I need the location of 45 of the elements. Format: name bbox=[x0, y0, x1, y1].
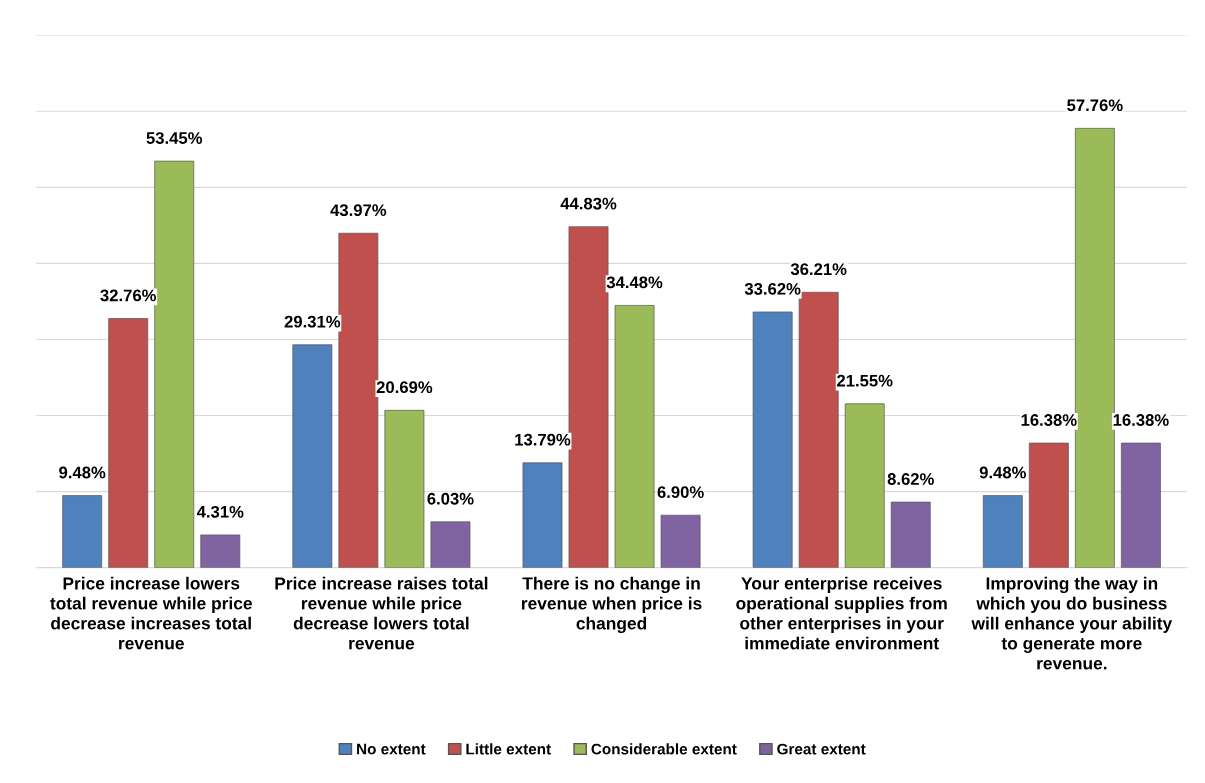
data-label: 29.31% bbox=[284, 315, 341, 328]
bar bbox=[430, 521, 471, 568]
data-label: 9.48% bbox=[59, 466, 106, 479]
data-label: 43.97% bbox=[330, 204, 387, 217]
data-label: 36.21% bbox=[790, 263, 847, 276]
x-tick-label: Price increase lowers total revenue while price decrease increases total revenue bbox=[50, 576, 252, 650]
legend-label: Little extent bbox=[466, 743, 551, 755]
bar bbox=[890, 501, 931, 568]
data-label: 20.69% bbox=[376, 381, 433, 394]
x-tick-label: Improving the way in which you do business will enhance your ability to generate more revenue. bbox=[971, 576, 1173, 670]
bar bbox=[752, 311, 793, 568]
legend-label: Considerable extent bbox=[591, 743, 737, 755]
data-label: 8.62% bbox=[887, 473, 934, 485]
bar bbox=[62, 495, 103, 568]
data-label: 44.83% bbox=[560, 197, 617, 210]
data-label: 4.31% bbox=[196, 505, 244, 518]
legend-label: No extent bbox=[357, 743, 426, 755]
bar bbox=[614, 305, 655, 568]
data-label: 32.76% bbox=[100, 289, 157, 302]
data-label: 53.45% bbox=[146, 132, 203, 144]
data-label: 16.38% bbox=[1021, 414, 1077, 426]
x-tick-label: There is no change in revenue when price is changed bbox=[521, 576, 702, 634]
bar bbox=[154, 160, 195, 568]
data-label: 6.90% bbox=[657, 486, 704, 499]
bar bbox=[1120, 442, 1161, 568]
bar bbox=[982, 495, 1023, 568]
data-label: 16.38% bbox=[1113, 414, 1169, 426]
data-label: 21.55% bbox=[837, 374, 893, 387]
bar bbox=[844, 403, 885, 568]
bar bbox=[522, 462, 563, 568]
data-label: 57.76% bbox=[1067, 99, 1123, 112]
x-tick-label: Price increase raises total revenue while price decrease lowers total revenue bbox=[275, 576, 488, 650]
bar bbox=[200, 534, 241, 568]
bar bbox=[384, 409, 425, 568]
bar bbox=[108, 318, 149, 568]
data-label: 13.79% bbox=[515, 433, 571, 446]
bar bbox=[660, 514, 701, 568]
data-label: 6.03% bbox=[427, 492, 474, 505]
data-label: 34.48% bbox=[606, 276, 663, 289]
legend-label: Great extent bbox=[777, 743, 866, 755]
x-tick-label: Your enterprise receives operational supplies from other enterprises in your immediate environment bbox=[736, 576, 947, 650]
bar bbox=[292, 344, 333, 568]
data-label: 9.48% bbox=[979, 466, 1026, 479]
bar bbox=[1028, 442, 1069, 568]
data-label: 33.62% bbox=[744, 282, 801, 295]
